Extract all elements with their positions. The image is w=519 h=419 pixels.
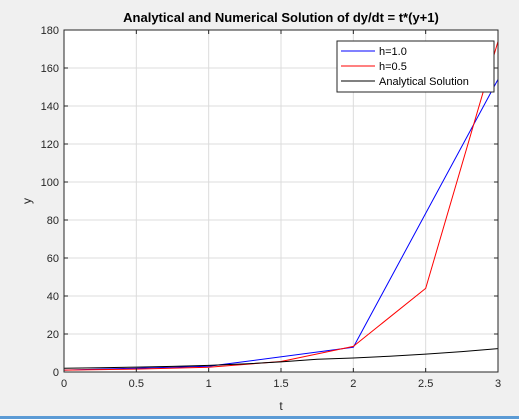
y-tick-label: 120 (41, 139, 59, 151)
x-tick-label: 2.5 (418, 378, 433, 390)
x-axis-label: t (279, 399, 283, 413)
y-axis-ticks: 0 20 40 60 80 100 120 140 160 180 (41, 25, 498, 379)
y-tick-label: 0 (53, 367, 59, 379)
chart-title: Analytical and Numerical Solution of dy/… (123, 10, 439, 25)
y-axis-label: y (20, 198, 34, 204)
x-tick-label: 0 (61, 378, 67, 390)
legend-label-2: Analytical Solution (379, 76, 469, 88)
x-tick-label: 3 (495, 378, 501, 390)
y-tick-label: 80 (47, 215, 59, 227)
y-tick-label: 180 (41, 25, 59, 37)
x-tick-label: 0.5 (129, 378, 144, 390)
x-tick-label: 1 (206, 378, 212, 390)
y-tick-label: 20 (47, 329, 59, 341)
y-tick-label: 140 (41, 101, 59, 113)
x-tick-label: 1.5 (273, 378, 288, 390)
y-tick-label: 160 (41, 63, 59, 75)
window-bottom-border (0, 416, 519, 419)
y-tick-label: 100 (41, 177, 59, 189)
legend: h=1.0 h=0.5 Analytical Solution (336, 40, 495, 93)
y-tick-label: 60 (47, 253, 59, 265)
legend-label-0: h=1.0 (379, 46, 407, 58)
series-line-2 (63, 348, 499, 369)
legend-label-1: h=0.5 (379, 61, 407, 73)
x-axis-ticks: 0 0.5 1 1.5 2 2.5 3 (61, 30, 501, 390)
x-tick-label: 2 (350, 378, 356, 390)
y-tick-label: 40 (47, 291, 59, 303)
